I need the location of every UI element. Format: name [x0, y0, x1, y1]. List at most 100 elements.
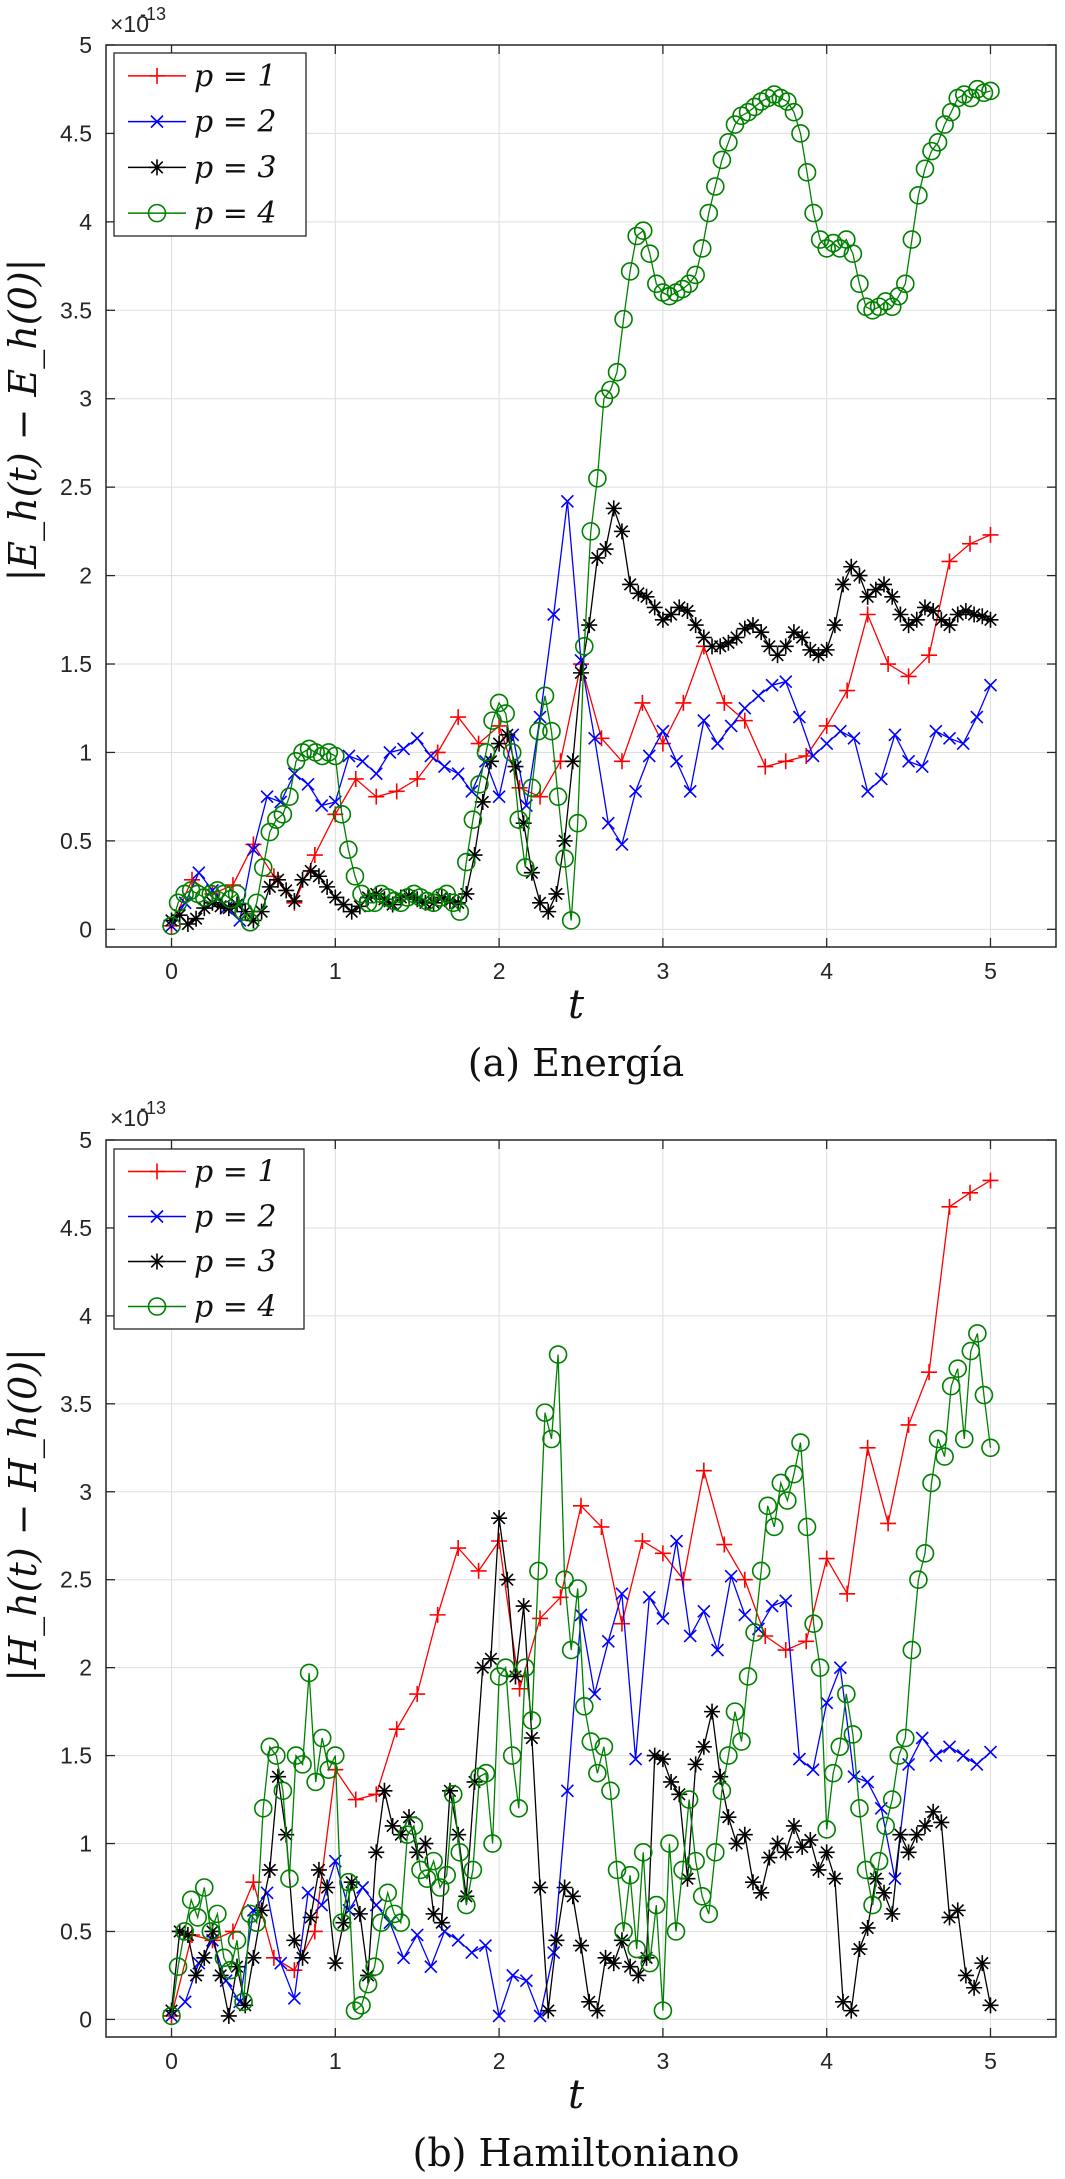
data-point	[358, 1974, 378, 1994]
data-point	[706, 177, 725, 196]
data-point	[653, 2001, 673, 2020]
data-point	[535, 686, 555, 706]
data-point	[261, 878, 278, 895]
data-point	[687, 617, 704, 634]
data-point	[620, 262, 640, 281]
legend-swatch-marker	[149, 67, 165, 84]
data-point	[683, 784, 697, 798]
legend-label: p = 3	[194, 1245, 277, 1280]
data-point	[443, 1784, 463, 1804]
data-point	[588, 731, 602, 745]
y-tick-label: 1.5	[60, 1743, 92, 1769]
data-point	[267, 1746, 286, 1765]
data-point	[785, 1817, 802, 1834]
data-point	[697, 1604, 711, 1618]
data-point	[671, 599, 688, 616]
data-point	[540, 903, 557, 920]
data-point	[915, 159, 935, 179]
data-point	[368, 788, 385, 805]
data-point	[933, 1814, 950, 1831]
data-point	[162, 2006, 181, 2026]
data-point	[457, 1895, 476, 1915]
legend: p = 1 p = 2 p = 3 p = 4	[113, 1148, 305, 1330]
data-point	[706, 1843, 725, 1862]
data-point	[630, 585, 647, 602]
data-point	[548, 1932, 565, 1949]
data-point	[409, 891, 426, 908]
data-point	[929, 1749, 943, 1763]
data-point	[556, 1879, 573, 1896]
data-point	[804, 1614, 823, 1633]
data-point	[896, 1728, 915, 1748]
data-point	[869, 297, 889, 317]
x-tick-label: 4	[820, 2048, 833, 2074]
data-point	[710, 737, 725, 751]
data-point	[523, 1730, 540, 1746]
data-point	[769, 647, 786, 664]
data-point	[908, 611, 925, 628]
data-point	[716, 1536, 733, 1553]
data-point	[909, 186, 928, 205]
data-point	[704, 1703, 721, 1720]
data-point	[798, 1633, 815, 1650]
data-point	[697, 714, 711, 728]
data-point	[509, 810, 529, 829]
legend-item: p = 4	[128, 196, 277, 231]
data-point	[540, 2002, 557, 2019]
data-point	[761, 638, 778, 655]
data-point	[818, 641, 835, 658]
data-point	[916, 1817, 933, 1834]
data-point	[310, 868, 327, 885]
data-point	[614, 309, 633, 329]
data-point	[339, 1872, 358, 1892]
data-point	[874, 772, 888, 786]
data-point	[516, 858, 535, 877]
data-point	[941, 1376, 961, 1396]
data-point	[588, 1687, 602, 1701]
data-point	[437, 760, 452, 774]
y-axis-label: |H_h(t) − H_h(0)|	[1, 1348, 46, 1682]
data-point	[335, 1914, 352, 1931]
data-point	[260, 822, 280, 842]
data-point	[280, 1869, 299, 1889]
data-point	[463, 1860, 483, 1880]
data-point	[798, 747, 815, 764]
data-point	[261, 1861, 278, 1878]
data-point	[835, 576, 852, 593]
data-point	[724, 1569, 738, 1583]
y-tick-label: 3.5	[60, 297, 92, 323]
y-tick-label: 1	[79, 1831, 92, 1857]
legend-label: p = 1	[194, 59, 277, 94]
data-point	[880, 656, 897, 673]
data-point	[642, 1590, 656, 1604]
data-point	[594, 1737, 614, 1757]
data-point	[728, 629, 745, 646]
data-point	[424, 893, 443, 913]
data-point	[499, 1571, 516, 1588]
data-point	[629, 1752, 643, 1766]
data-point	[589, 549, 606, 566]
data-point	[417, 1869, 437, 1889]
data-point	[556, 832, 573, 849]
data-point	[843, 558, 860, 575]
y-exponent: -13	[140, 4, 166, 24]
data-point	[699, 1904, 719, 1924]
data-point	[568, 813, 588, 833]
y-tick-label: 4.5	[60, 120, 92, 146]
data-point	[175, 1922, 194, 1941]
data-point	[671, 1786, 688, 1803]
data-point	[301, 777, 315, 791]
data-point	[880, 1515, 897, 1532]
data-point	[532, 1610, 549, 1627]
data-point	[564, 753, 581, 770]
data-point	[627, 1939, 646, 1959]
data-point	[237, 1997, 254, 2014]
data-point	[474, 1659, 491, 1676]
data-point	[785, 624, 802, 641]
data-point	[654, 1545, 671, 1562]
data-point	[607, 362, 627, 382]
data-point	[437, 1865, 456, 1885]
data-point	[310, 1861, 327, 1878]
data-point	[535, 1403, 555, 1422]
y-exponent: -13	[140, 1098, 166, 1118]
